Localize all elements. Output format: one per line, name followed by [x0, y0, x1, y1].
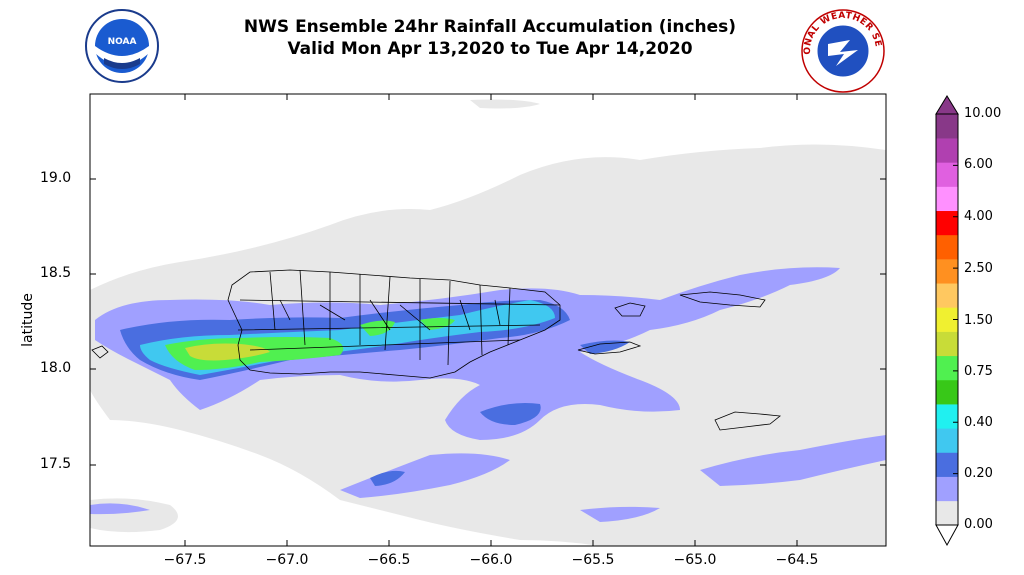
colorbar-label: 6.00: [964, 157, 993, 172]
nws-logo-icon: NATIONAL WEATHER SERVICE: [800, 8, 885, 93]
vieques-outline: [577, 341, 642, 355]
colorbar-label: 1.50: [964, 313, 993, 328]
colorbar-segment: [936, 307, 958, 332]
plot-frame: [89, 93, 887, 547]
x-tick-marks: [184, 94, 798, 546]
colorbar-label: 2.50: [964, 261, 993, 276]
colorbar-segment: [936, 259, 958, 284]
x-tick-label: −66.5: [367, 552, 411, 568]
colorbar-segment: [936, 379, 958, 405]
colorbar-segment: [936, 452, 958, 477]
colorbar-segment: [936, 331, 958, 357]
colorbar-segment: [936, 500, 958, 526]
x-tick-label: −67.0: [265, 552, 309, 568]
colorbar-label: 10.00: [964, 106, 1002, 121]
colorbar-segment: [936, 283, 958, 308]
colorbar-segment: [936, 234, 958, 260]
x-tick-label: −65.5: [571, 552, 615, 568]
colorbar-segment: [936, 162, 958, 187]
colorbar-max-arrow: [935, 95, 959, 115]
puerto-rico-outline: [227, 269, 561, 379]
colorbar-label: 0.20: [964, 466, 993, 481]
y-tick-label: 18.0: [40, 360, 72, 376]
y-tick-label: 18.5: [40, 265, 72, 281]
colorbar-segment: [936, 114, 958, 139]
y-tick-label: 19.0: [40, 170, 72, 186]
colorbar-segment: [936, 428, 958, 453]
colorbar-label: 4.00: [964, 209, 993, 224]
colorbar-segment: [936, 476, 958, 502]
x-tick-label: −66.0: [469, 552, 513, 568]
colorbar-label: 0.00: [964, 517, 993, 532]
noaa-logo-text: NOAA: [108, 37, 137, 47]
title-line-1: NWS Ensemble 24hr Rainfall Accumulation …: [243, 17, 737, 37]
colorbar-segment: [936, 186, 958, 212]
x-tick-label: −67.5: [163, 552, 207, 568]
colorbar-label: 0.75: [964, 364, 993, 379]
colorbar: [935, 95, 959, 547]
x-tick-label: −65.0: [673, 552, 717, 568]
y-tick-marks: [90, 178, 886, 466]
colorbar-label: 0.40: [964, 415, 993, 430]
noaa-logo-icon: NOAA: [85, 9, 159, 83]
y-axis-label: latitude: [20, 293, 36, 347]
st-croix-outline: [714, 411, 782, 431]
chart-title: NWS Ensemble 24hr Rainfall Accumulation …: [170, 16, 810, 60]
colorbar-segment: [936, 138, 958, 163]
colorbar-min-arrow: [935, 524, 959, 547]
colorbar-segment: [936, 355, 958, 381]
colorbar-segment: [936, 210, 958, 236]
rainfall-band-light-purple: [95, 267, 840, 440]
colorbar-segment: [936, 404, 958, 429]
rainfall-band-yellowgreen: [185, 343, 270, 361]
x-tick-label: −64.5: [775, 552, 819, 568]
mona-island-outline: [91, 345, 109, 359]
y-tick-label: 17.5: [40, 456, 72, 472]
culebra-outline: [614, 302, 646, 317]
virgin-islands-north-outline: [679, 291, 766, 308]
rainfall-map: [90, 94, 886, 546]
title-line-2: Valid Mon Apr 13,2020 to Tue Apr 14,2020: [287, 39, 693, 59]
